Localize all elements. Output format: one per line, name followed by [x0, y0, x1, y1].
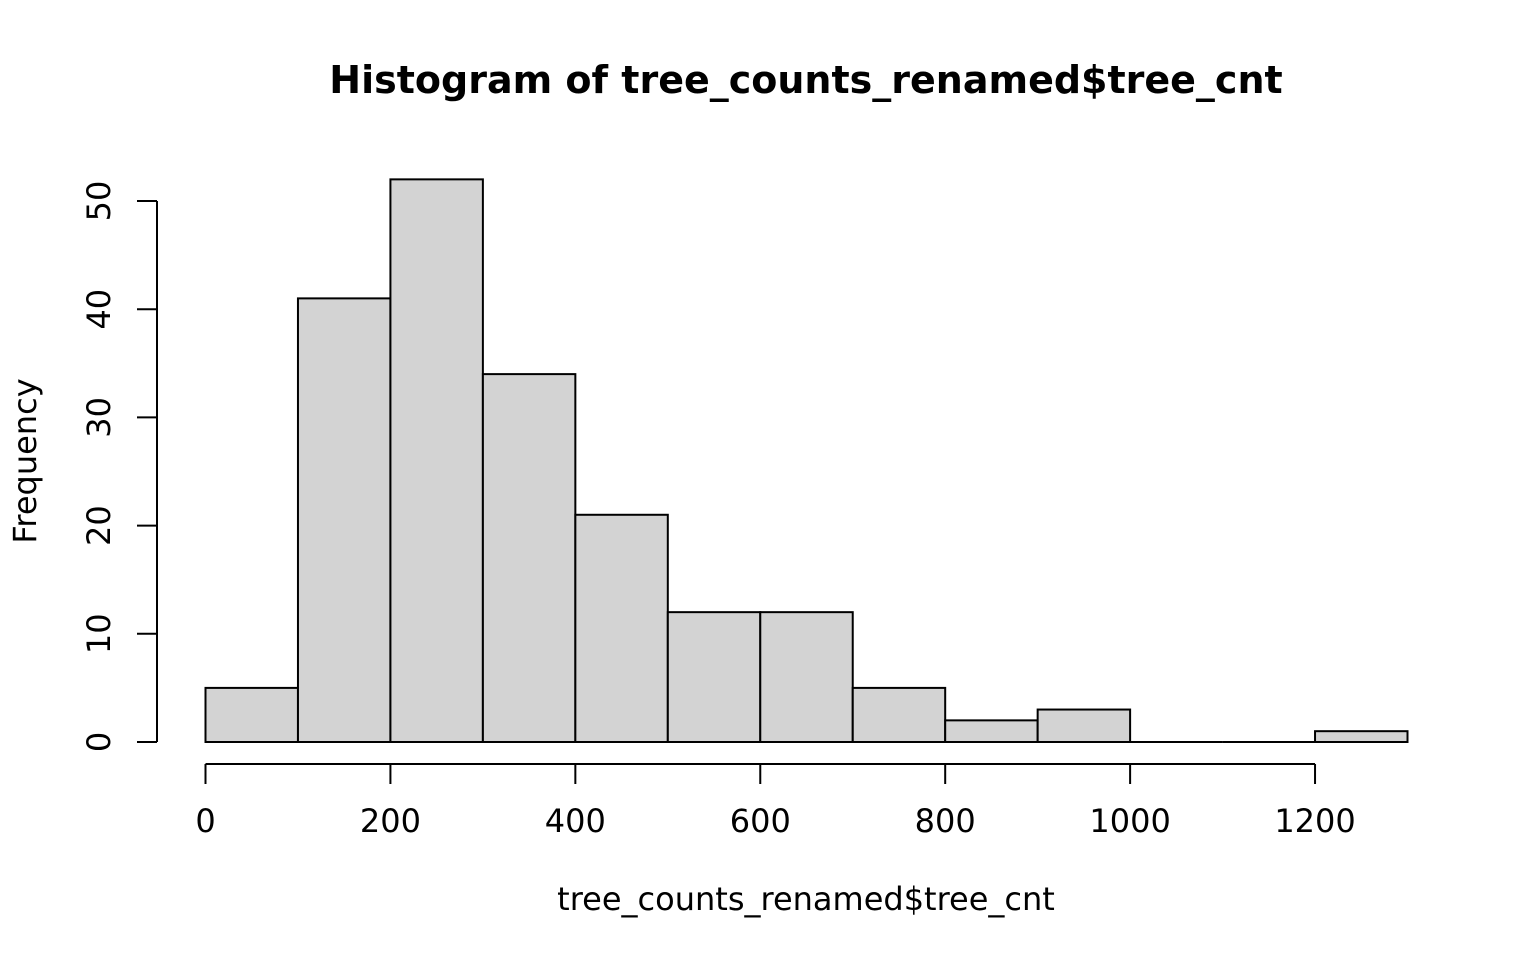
histogram-bar [389, 178, 484, 744]
histogram-bar [759, 611, 854, 743]
y-axis: 0 10 20 30 40 50 [80, 181, 158, 752]
histogram-bar [1314, 730, 1409, 743]
histogram-bar [204, 686, 299, 744]
y-tick-label: 10 [80, 613, 118, 654]
x-tick-label: 1000 [1089, 802, 1170, 840]
histogram-bar [944, 719, 1039, 743]
x-axis: 0 200 400 600 800 1000 1200 [195, 763, 1356, 840]
x-tick-label: 400 [545, 802, 606, 840]
y-tick-label: 50 [80, 181, 118, 222]
y-tick-label: 40 [80, 289, 118, 330]
x-tick-label: 800 [915, 802, 976, 840]
histogram-bar [1036, 708, 1132, 743]
y-tick-label: 0 [80, 732, 118, 752]
chart-title: Histogram of tree_counts_renamed$tree_cn… [329, 58, 1282, 102]
x-tick-label: 200 [360, 802, 421, 840]
y-tick-label: 30 [80, 397, 118, 438]
y-tick-label: 20 [80, 505, 118, 546]
histogram-bar [851, 686, 947, 744]
bars-group [204, 178, 1409, 744]
histogram-bar [296, 297, 392, 743]
y-axis-label: Frequency [6, 378, 44, 543]
histogram-bar [481, 373, 577, 743]
x-tick-label: 1200 [1274, 802, 1355, 840]
x-axis-label: tree_counts_renamed$tree_cnt [557, 880, 1055, 918]
x-tick-label: 0 [195, 802, 215, 840]
histogram-bar [574, 513, 669, 744]
x-tick-label: 600 [730, 802, 791, 840]
histogram-bar [666, 611, 762, 743]
